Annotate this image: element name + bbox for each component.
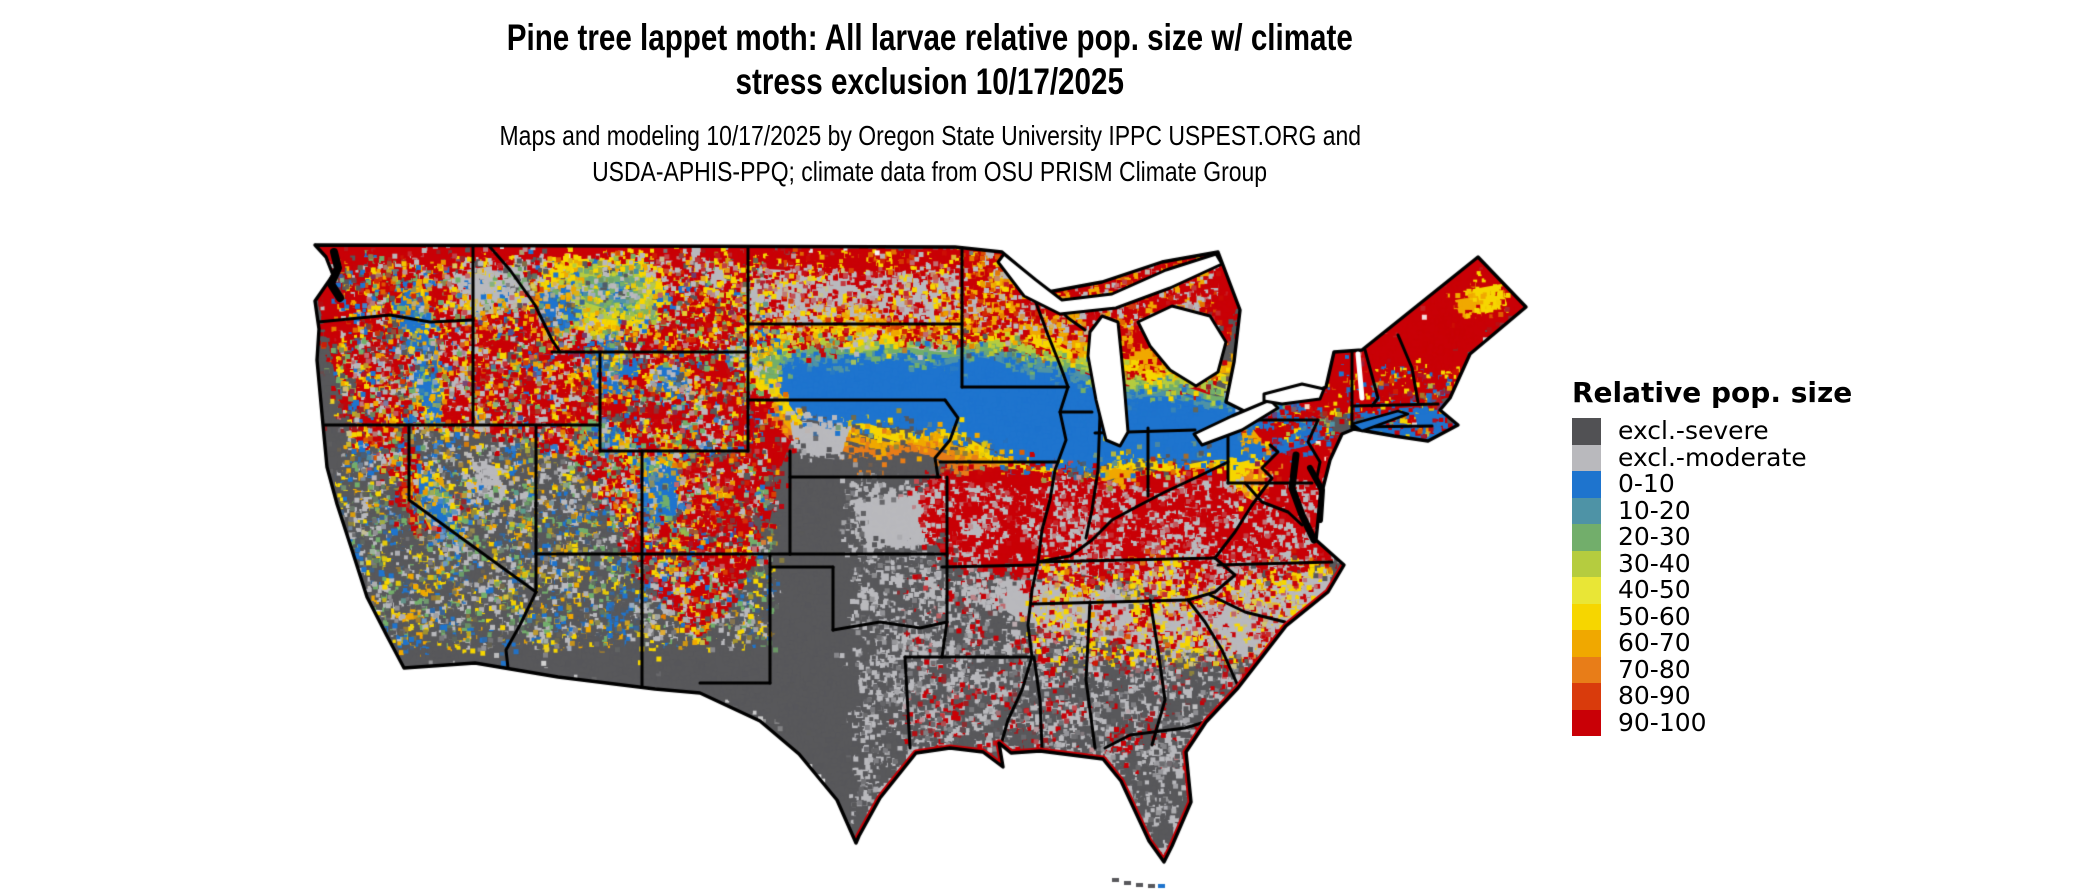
legend-row: 80-90	[1572, 683, 1852, 710]
legend-swatch	[1572, 630, 1601, 657]
legend-swatch	[1572, 418, 1601, 445]
legend-row: 70-80	[1572, 657, 1852, 684]
legend-title: Relative pop. size	[1572, 378, 1852, 408]
page-title-line1: Pine tree lappet moth: All larvae relati…	[507, 16, 1353, 60]
legend-row: 20-30	[1572, 524, 1852, 551]
legend-swatch	[1572, 445, 1601, 472]
legend-label: 30-40	[1618, 551, 1691, 578]
title-block: Pine tree lappet moth: All larvae relati…	[0, 16, 1860, 190]
legend-row: 90-100	[1572, 710, 1852, 737]
legend-row: 50-60	[1572, 604, 1852, 631]
legend-swatch	[1572, 551, 1601, 578]
legend-label: 0-10	[1618, 471, 1675, 498]
page-title-line2: stress exclusion 10/17/2025	[736, 60, 1124, 104]
legend-row: 0-10	[1572, 471, 1852, 498]
legend-row: excl.-severe	[1572, 418, 1852, 445]
subtitle-line2: USDA-APHIS-PPQ; climate data from OSU PR…	[593, 154, 1268, 190]
legend-swatch	[1572, 498, 1601, 525]
legend-swatch	[1572, 683, 1601, 710]
subtitle-line1: Maps and modeling 10/17/2025 by Oregon S…	[499, 118, 1360, 154]
subtitle-block: Maps and modeling 10/17/2025 by Oregon S…	[0, 118, 1860, 190]
legend-row: 40-50	[1572, 577, 1852, 604]
legend: Relative pop. size excl.-severe excl.-mod…	[1572, 378, 1852, 736]
legend-label: 60-70	[1618, 630, 1691, 657]
legend-label: 50-60	[1618, 604, 1691, 631]
legend-label: 70-80	[1618, 657, 1691, 684]
legend-label: 40-50	[1618, 577, 1691, 604]
legend-swatch	[1572, 577, 1601, 604]
page-title: Pine tree lappet moth: All larvae relati…	[0, 16, 1860, 60]
legend-label: 10-20	[1618, 498, 1691, 525]
legend-row: excl.-moderate	[1572, 445, 1852, 472]
legend-row: 10-20	[1572, 498, 1852, 525]
legend-row: 30-40	[1572, 551, 1852, 578]
legend-label: 20-30	[1618, 524, 1691, 551]
legend-label: excl.-severe	[1618, 418, 1769, 445]
legend-rows: excl.-severe excl.-moderate 0-10 10-20 20-30…	[1572, 418, 1852, 736]
legend-swatch	[1572, 710, 1601, 737]
legend-swatch	[1572, 657, 1601, 684]
legend-swatch	[1572, 604, 1601, 631]
legend-swatch	[1572, 524, 1601, 551]
subtitle-2: USDA-APHIS-PPQ; climate data from OSU PR…	[0, 154, 1860, 190]
legend-label: excl.-moderate	[1618, 445, 1807, 472]
map-figure: Pine tree lappet moth: All larvae relati…	[0, 0, 2100, 892]
page-title-2: stress exclusion 10/17/2025	[0, 60, 1860, 104]
legend-row: 60-70	[1572, 630, 1852, 657]
subtitle: Maps and modeling 10/17/2025 by Oregon S…	[0, 118, 1860, 154]
legend-label: 80-90	[1618, 683, 1691, 710]
legend-swatch	[1572, 471, 1601, 498]
legend-label: 90-100	[1618, 710, 1707, 737]
